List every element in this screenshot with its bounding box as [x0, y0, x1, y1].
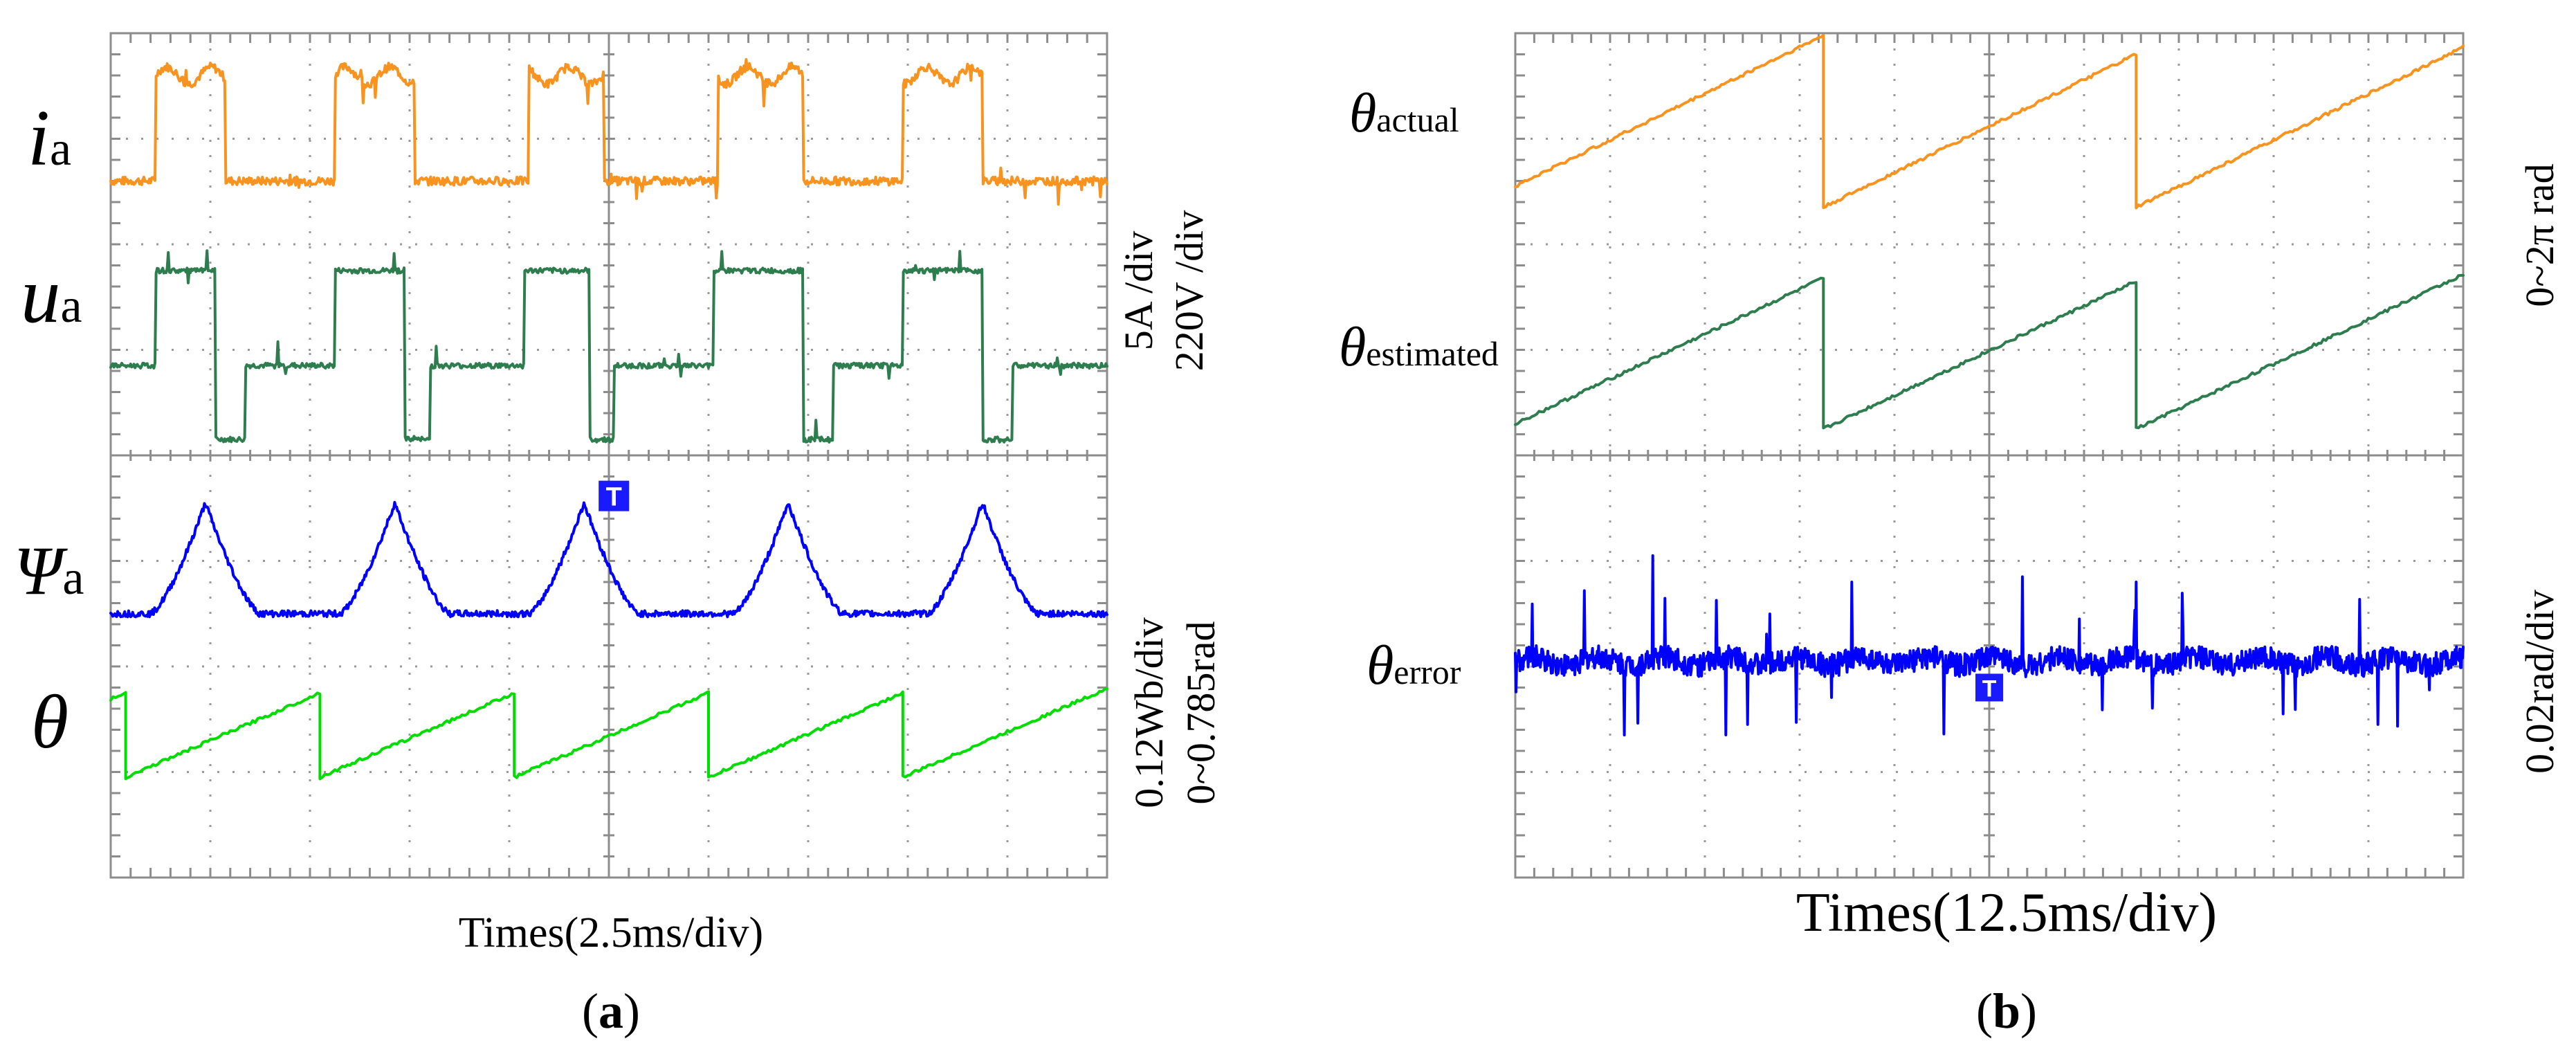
- trigger-marker: [599, 480, 630, 511]
- label-theta-error: θerror: [1367, 635, 1461, 696]
- trace-ua: [109, 249, 1108, 444]
- trace-theta-actual: [1514, 33, 2465, 210]
- label-theta-actual: θactual: [1349, 83, 1459, 144]
- trace-ia: [109, 58, 1108, 206]
- scale-theta-error: 0.02rad/div: [2517, 590, 2562, 774]
- trigger-marker: [1975, 673, 2003, 702]
- scale-ua: 220V /div: [1167, 210, 1212, 372]
- label-ua: ua: [21, 251, 82, 339]
- panel-b-xlabel: Times(12.5ms/div): [1796, 882, 2217, 943]
- panel-b-caption: (b): [1976, 983, 2037, 1039]
- label-ia: ia: [28, 94, 71, 182]
- label-psi-a: Ψa: [14, 532, 84, 609]
- scale-ia: 5A /div: [1116, 231, 1161, 350]
- trace-psi-a: [109, 500, 1108, 619]
- scale-theta: 0~0.785rad: [1178, 621, 1223, 805]
- trace-theta: [109, 687, 1108, 781]
- scale-psi: 0.12Wb/div: [1126, 617, 1171, 808]
- panel-a-oscilloscope: T ia ua Ψa θ 5A /div 220V /div 0.12Wb/di…: [14, 32, 1223, 1039]
- scale-theta-2pi: 0~2π rad: [2517, 163, 2562, 307]
- trigger-marker-glyph: T: [606, 483, 622, 512]
- trace-theta-error: [1514, 554, 2465, 737]
- panel-b-traces: T: [1514, 33, 2465, 737]
- trigger-marker-glyph: T: [1982, 676, 1997, 702]
- panel-a-caption: (a): [582, 983, 640, 1039]
- trace-theta-estimated: [1514, 273, 2465, 430]
- panel-a-xlabel: Times(2.5ms/div): [459, 909, 763, 956]
- panel-b-grid: [1514, 32, 2465, 879]
- panel-b-oscilloscope: T θactual θestimated θerror 0~2π rad 0.0…: [1339, 32, 2562, 1039]
- panel-a-grid: [109, 32, 1108, 879]
- panel-a-traces: T: [109, 58, 1108, 781]
- label-theta-estimated: θestimated: [1339, 317, 1499, 378]
- label-theta: θ: [31, 680, 68, 764]
